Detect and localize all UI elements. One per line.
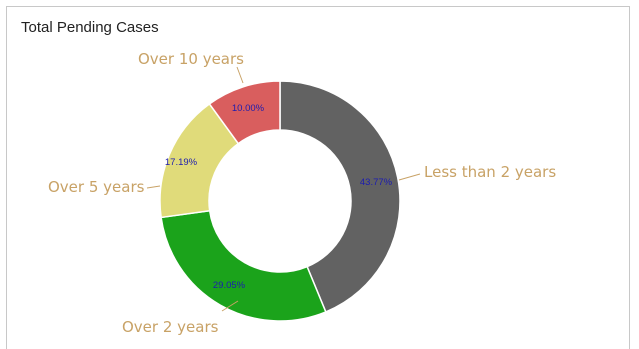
category-label-less-than-2-years: Less than 2 years — [424, 163, 556, 181]
slice-over-10-years[interactable] — [208, 80, 281, 145]
slice-less-than-2-years[interactable] — [279, 80, 401, 313]
leader-line-over-10-years — [236, 66, 244, 84]
category-label-over-5-years: Over 5 years — [48, 178, 145, 196]
leader-line-over-2-years — [221, 300, 239, 312]
value-label-over-2-years: 29.05% — [213, 280, 246, 291]
chart-title: Total Pending Cases — [21, 19, 159, 36]
leader-line-over-5-years — [146, 185, 161, 189]
value-label-over-10-years: 10.00% — [232, 103, 265, 114]
category-label-over-2-years: Over 2 years — [122, 318, 219, 336]
slice-over-2-years[interactable] — [160, 209, 327, 322]
leader-line-less-than-2-years — [398, 173, 421, 181]
category-label-over-10-years: Over 10 years — [138, 50, 244, 68]
value-label-over-5-years: 17.19% — [165, 157, 198, 168]
value-label-less-than-2-years: 43.77% — [360, 177, 393, 188]
